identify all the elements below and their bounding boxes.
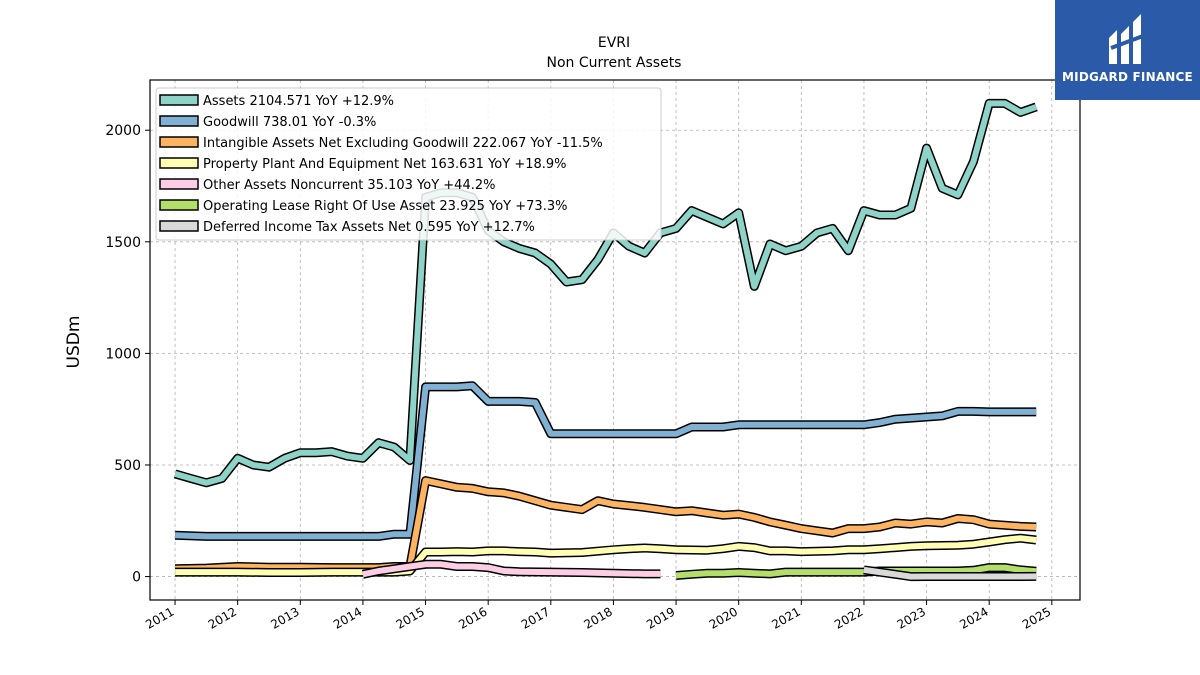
plot-frame — [149, 79, 1081, 601]
x-tick-label: 2017 — [519, 604, 552, 631]
legend-label: Assets 2104.571 YoY +12.9% — [203, 94, 394, 109]
y-tick-label: 500 — [114, 458, 141, 474]
legend-label: Deferred Income Tax Assets Net 0.595 YoY… — [203, 220, 535, 235]
legend-swatch — [159, 115, 199, 127]
legend-swatch — [159, 136, 199, 148]
y-tick-label: 1500 — [105, 235, 141, 251]
x-tick-label: 2016 — [456, 604, 489, 631]
chart-subtitle: Non Current Assets — [547, 55, 682, 71]
x-tick-label: 2019 — [644, 604, 677, 631]
brand-name: MIDGARD FINANCE — [1062, 70, 1193, 84]
x-tick-label: 2013 — [268, 604, 301, 631]
x-tick-label: 2011 — [143, 604, 176, 631]
series-lines — [173, 98, 1038, 582]
legend-swatch — [159, 94, 199, 106]
series-line — [174, 382, 1037, 540]
legend: Assets 2104.571 YoY +12.9% Goodwill 738.0… — [155, 87, 662, 241]
x-tick-label: 2024 — [957, 604, 990, 631]
y-tick-label: 0 — [132, 570, 141, 586]
x-tick-label: 2020 — [707, 604, 740, 631]
legend-label: Property Plant And Equipment Net 163.631… — [203, 157, 567, 172]
x-tick-label: 2015 — [394, 604, 427, 631]
x-tick-label: 2022 — [832, 604, 865, 631]
legend-swatch — [159, 178, 199, 190]
x-tick-label: 2023 — [895, 604, 928, 631]
legend-label: Intangible Assets Net Excluding Goodwill… — [203, 136, 603, 151]
legend-swatch — [159, 220, 199, 232]
series-line — [863, 566, 1037, 580]
legend-box — [155, 87, 662, 241]
x-tick-label: 2025 — [1020, 604, 1053, 631]
chart-title: EVRI — [598, 35, 630, 51]
series-line-outline — [174, 381, 1037, 541]
x-tick-label: 2014 — [331, 604, 364, 631]
y-tick-label: 1000 — [105, 346, 141, 362]
y-tick-label: 2000 — [105, 123, 141, 139]
brand-logo: MIDGARD FINANCE — [1055, 0, 1200, 100]
legend-label: Goodwill 738.01 YoY -0.3% — [203, 115, 376, 130]
legend-label: Operating Lease Right Of Use Asset 23.92… — [203, 199, 567, 214]
x-tick-label: 2012 — [206, 604, 239, 631]
series-line — [174, 100, 1038, 486]
legend-swatch — [159, 199, 199, 211]
series-line — [362, 561, 661, 578]
legend-swatch — [159, 157, 199, 169]
legend-label: Other Assets Noncurrent 35.103 YoY +44.2… — [203, 178, 495, 193]
brand-mark-icon — [1109, 14, 1144, 64]
x-tick-label: 2021 — [769, 604, 802, 631]
y-axis-label: USDm — [64, 316, 84, 369]
x-tick-label: 2018 — [581, 604, 614, 631]
series-line — [175, 477, 1037, 572]
